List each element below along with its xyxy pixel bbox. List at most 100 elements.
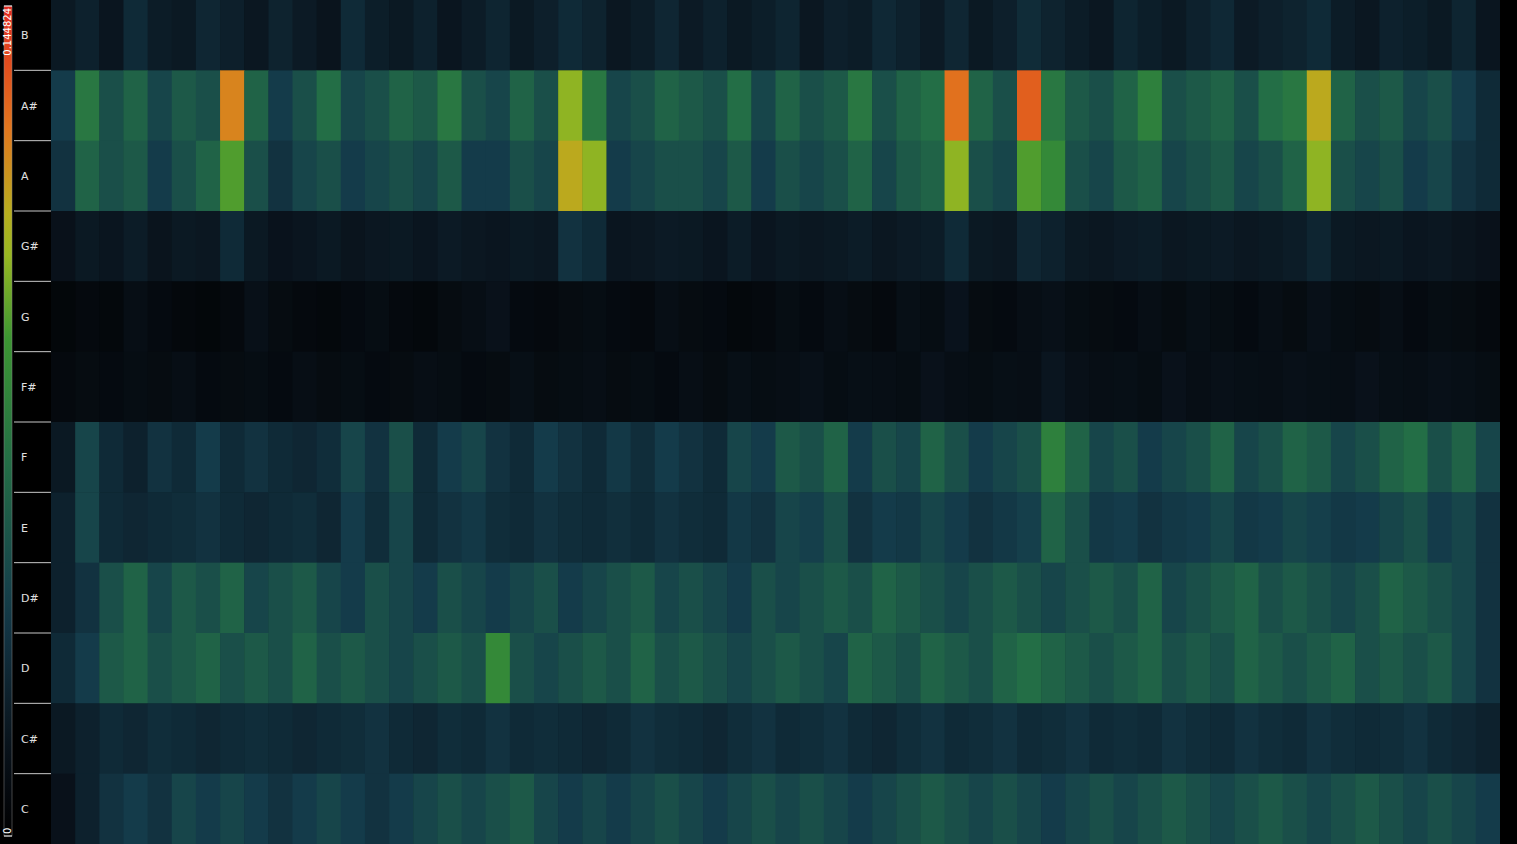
heatmap-cell — [703, 703, 728, 774]
heatmap-cell — [1403, 703, 1428, 774]
heatmap-cell — [1234, 492, 1259, 563]
heatmap-cell — [703, 141, 728, 212]
heatmap-cell — [1259, 492, 1284, 563]
heatmap-cell — [75, 352, 100, 423]
heatmap-cell — [244, 422, 269, 493]
heatmap-cell — [800, 352, 825, 423]
heatmap-cell — [1428, 774, 1453, 844]
heatmap-cell — [413, 211, 438, 282]
heatmap-cell — [123, 422, 148, 493]
heatmap-cell — [1259, 352, 1284, 423]
heatmap-cell — [606, 633, 631, 704]
heatmap-cell — [51, 281, 76, 352]
heatmap-cell — [293, 563, 318, 634]
heatmap-cell — [148, 70, 173, 141]
heatmap-cell — [244, 70, 269, 141]
heatmap-cell — [1065, 0, 1090, 71]
heatmap-cell — [872, 281, 897, 352]
heatmap-cell — [1114, 703, 1139, 774]
heatmap-cell — [582, 141, 607, 212]
row-separator — [14, 211, 51, 212]
background — [0, 0, 1517, 844]
heatmap-cell — [196, 422, 221, 493]
heatmap-cell — [99, 633, 124, 704]
heatmap-cell — [679, 703, 704, 774]
heatmap-cell — [945, 422, 970, 493]
heatmap-cell — [413, 70, 438, 141]
heatmap-cell — [848, 0, 873, 71]
heatmap-cell — [99, 492, 124, 563]
heatmap-cell — [75, 281, 100, 352]
heatmap-cell — [534, 563, 559, 634]
heatmap-cell — [244, 703, 269, 774]
heatmap-cell — [800, 703, 825, 774]
heatmap-cell — [582, 633, 607, 704]
heatmap-cell — [220, 703, 245, 774]
heatmap-cell — [1065, 422, 1090, 493]
heatmap-cell — [1210, 774, 1235, 844]
heatmap-cell — [75, 422, 100, 493]
heatmap-cell — [462, 563, 487, 634]
heatmap-cell — [606, 422, 631, 493]
heatmap-cell — [172, 633, 197, 704]
heatmap-cell — [75, 703, 100, 774]
heatmap-cell — [631, 70, 656, 141]
heatmap-cell — [1403, 141, 1428, 212]
heatmap-cell — [1283, 703, 1308, 774]
heatmap-cell — [462, 774, 487, 844]
heatmap-cell — [1283, 422, 1308, 493]
heatmap-cell — [582, 703, 607, 774]
heatmap-cell — [1162, 281, 1187, 352]
row-separator — [14, 562, 51, 563]
heatmap-cell — [172, 352, 197, 423]
heatmap-cell — [751, 281, 776, 352]
heatmap-cell — [679, 492, 704, 563]
heatmap-cell — [437, 141, 462, 212]
heatmap-cell — [268, 563, 293, 634]
heatmap-cell — [1355, 70, 1380, 141]
heatmap-cell — [1331, 352, 1356, 423]
heatmap-cell — [1428, 70, 1453, 141]
heatmap-cell — [1089, 563, 1114, 634]
heatmap-cell — [293, 774, 318, 844]
heatmap-cell — [631, 281, 656, 352]
heatmap-cell — [99, 703, 124, 774]
heatmap-cell — [896, 703, 921, 774]
heatmap-cell — [196, 0, 221, 71]
heatmap-cell — [365, 492, 390, 563]
row-label: C — [21, 803, 29, 816]
heatmap-cell — [389, 492, 414, 563]
heatmap-cell — [462, 492, 487, 563]
heatmap-cell — [510, 703, 535, 774]
heatmap-cell — [51, 0, 76, 71]
heatmap-cell — [776, 422, 801, 493]
heatmap-cell — [1162, 492, 1187, 563]
heatmap-cell — [800, 492, 825, 563]
heatmap-cell — [606, 774, 631, 844]
heatmap-cell — [703, 492, 728, 563]
heatmap-cell — [727, 141, 752, 212]
heatmap-cell — [220, 563, 245, 634]
heatmap-cell — [1403, 70, 1428, 141]
heatmap-cell — [824, 703, 849, 774]
heatmap-cell — [1234, 633, 1259, 704]
heatmap-cell — [1162, 211, 1187, 282]
heatmap-cell — [1041, 352, 1066, 423]
heatmap-cell — [75, 211, 100, 282]
heatmap-cell — [1307, 70, 1332, 141]
heatmap-cell — [1162, 563, 1187, 634]
heatmap-cell — [172, 141, 197, 212]
heatmap-cell — [75, 0, 100, 71]
heatmap-cell — [196, 633, 221, 704]
heatmap-cell — [896, 774, 921, 844]
heatmap-cell — [1041, 211, 1066, 282]
heatmap-cell — [945, 492, 970, 563]
cells — [51, 0, 1500, 844]
heatmap-cell — [776, 492, 801, 563]
heatmap-cell — [1355, 0, 1380, 71]
heatmap-cell — [1210, 352, 1235, 423]
heatmap-cell — [776, 70, 801, 141]
heatmap-cell — [51, 633, 76, 704]
heatmap-cell — [1041, 774, 1066, 844]
heatmap-cell — [920, 70, 945, 141]
